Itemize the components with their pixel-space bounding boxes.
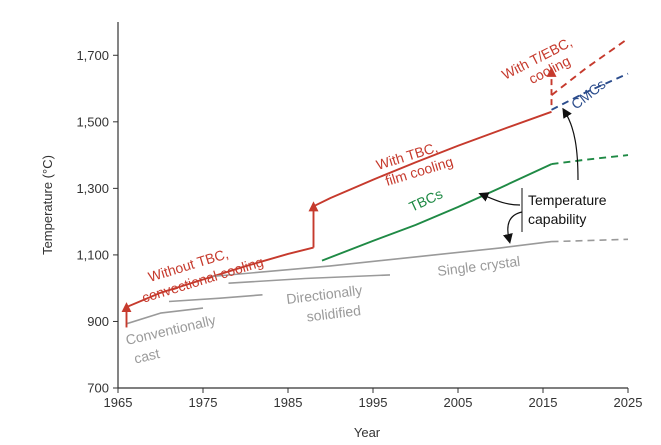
series-line-blue-dashed <box>551 72 629 111</box>
series-layer <box>126 37 629 325</box>
series-line-green-solid <box>321 163 552 262</box>
y-tick-label: 1,500 <box>76 114 109 129</box>
series-line-grey-solid <box>228 274 391 284</box>
annotation-directionally-solidified: Directionally solidified <box>285 282 363 325</box>
conventionally-line1: Conventionally <box>124 312 217 348</box>
annotation-temperature-capability: Temperature capability <box>478 107 626 244</box>
annotation-cmcs: CMCs <box>568 76 608 113</box>
capability-arrow-cmc <box>562 107 579 181</box>
temperature-capability-line1: Temperature <box>528 192 607 208</box>
x-tick-label: 1965 <box>104 395 133 410</box>
series-line-grey-dashed <box>551 238 629 243</box>
x-axis-title: Year <box>354 425 381 440</box>
capability-arrow-lower <box>503 211 523 244</box>
x-tick-label: 2025 <box>614 395 643 410</box>
x-tick-label: 1975 <box>189 395 218 410</box>
arrows-layer <box>121 66 557 328</box>
y-axis-title: Temperature (°C) <box>40 155 55 255</box>
annotation-without-tbc: Without TBC, convectional cooling <box>140 245 265 305</box>
series-line-red-dashed <box>550 37 629 96</box>
series-line-grey-solid <box>211 240 552 278</box>
series-line-grey-solid <box>168 294 263 303</box>
series-line-red-solid <box>126 246 314 308</box>
series-line-grey-solid <box>126 307 204 325</box>
x-tick-label: 1985 <box>274 395 303 410</box>
directionally-line2: solidified <box>306 302 362 325</box>
temperature-capability-line2: capability <box>528 211 586 227</box>
y-tick-label: 1,100 <box>76 247 109 262</box>
x-tick-label: 2005 <box>444 395 473 410</box>
x-tick-label: 1995 <box>359 395 388 410</box>
y-tick-label: 700 <box>87 381 109 396</box>
annotation-with-tebc: With T/EBC, cooling <box>499 34 575 87</box>
capability-arrow-upper <box>478 192 521 206</box>
temperature-capability-box <box>522 188 626 232</box>
y-tick-label: 1,300 <box>76 181 109 196</box>
annotation-tbcs: TBCs <box>407 185 445 214</box>
annotation-single-crystal: Single crystal <box>436 253 521 279</box>
series-line-red-solid <box>313 110 552 208</box>
x-tick-label: 2015 <box>529 395 558 410</box>
y-tick-label: 900 <box>87 314 109 329</box>
conventionally-line2: cast <box>132 345 161 366</box>
series-line-green-dashed <box>551 154 629 166</box>
ticks-layer: 1965 1975 1985 1995 2005 2015 2025 700 900 1,100 1… <box>76 48 642 410</box>
y-tick-label: 1,700 <box>76 48 109 63</box>
